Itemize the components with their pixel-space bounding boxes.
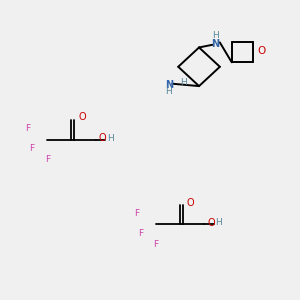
Text: N: N xyxy=(165,80,173,90)
Text: H: H xyxy=(215,218,222,227)
Text: O: O xyxy=(187,199,194,208)
Text: N: N xyxy=(211,39,220,49)
Text: H: H xyxy=(165,87,172,96)
Text: H: H xyxy=(107,134,114,142)
Text: F: F xyxy=(153,240,158,249)
Text: F: F xyxy=(26,124,31,133)
Text: H: H xyxy=(180,78,187,87)
Text: O: O xyxy=(258,46,266,56)
Text: F: F xyxy=(134,209,139,218)
Text: O: O xyxy=(99,133,106,143)
Text: O: O xyxy=(78,112,86,122)
Text: F: F xyxy=(45,155,50,164)
Text: H: H xyxy=(212,32,219,40)
Text: F: F xyxy=(29,144,34,153)
Text: F: F xyxy=(138,229,143,238)
Text: O: O xyxy=(207,218,215,228)
